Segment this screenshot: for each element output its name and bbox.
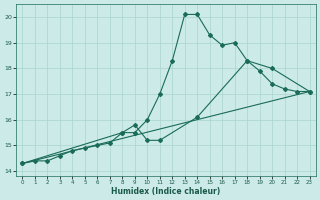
X-axis label: Humidex (Indice chaleur): Humidex (Indice chaleur) <box>111 187 221 196</box>
